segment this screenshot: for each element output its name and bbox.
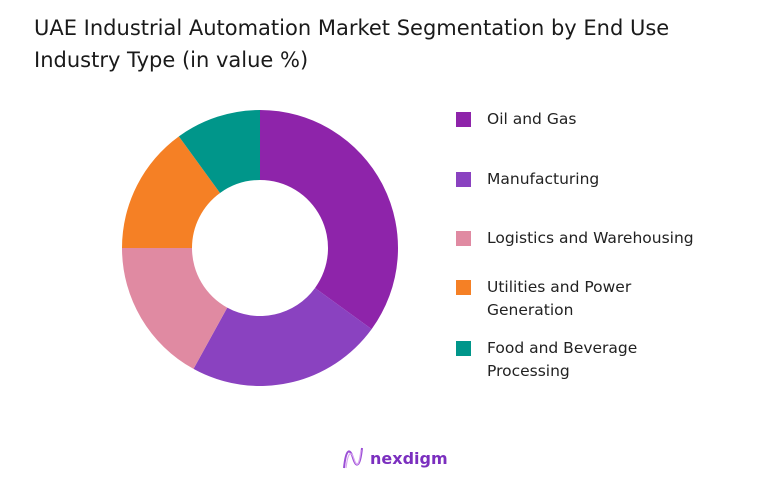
legend-item: Manufacturing xyxy=(456,168,756,191)
legend-label: Logistics and Warehousing xyxy=(487,229,694,247)
donut-slice-manufacturing xyxy=(193,287,372,387)
legend-swatch xyxy=(456,231,471,246)
legend-item: Food and Beverage Processing xyxy=(456,337,756,383)
nexdigm-logo: nexdigm xyxy=(342,446,448,470)
legend-swatch xyxy=(456,112,471,127)
logo-text: nexdigm xyxy=(370,448,448,468)
legend-swatch xyxy=(456,280,471,295)
donut-slice-utilities-and-power-generation xyxy=(122,136,221,248)
legend-item: Utilities and Power Generation xyxy=(456,276,756,322)
legend-label: Oil and Gas xyxy=(487,110,577,128)
legend-label: Food and Beverage Processing xyxy=(487,339,638,380)
legend-label: Manufacturing xyxy=(487,170,600,188)
legend-item: Oil and Gas xyxy=(456,108,756,131)
logo-wave-icon xyxy=(343,447,363,469)
legend-swatch xyxy=(456,341,471,356)
legend-label: Utilities and Power Generation xyxy=(487,278,632,319)
donut-slice-food-and-beverage-processing xyxy=(178,110,260,193)
legend-item: Logistics and Warehousing xyxy=(456,227,756,250)
legend-swatch xyxy=(456,172,471,187)
chart-title: UAE Industrial Automation Market Segment… xyxy=(34,16,670,72)
donut-slice-logistics-and-warehousing xyxy=(122,248,228,369)
donut-slice-oil-and-gas xyxy=(260,110,399,330)
